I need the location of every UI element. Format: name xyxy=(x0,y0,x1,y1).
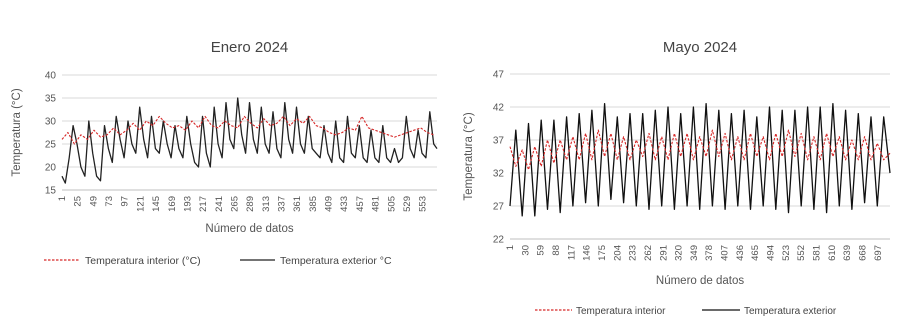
x-tick-label: 145 xyxy=(151,196,162,212)
y-tick-label: 20 xyxy=(45,163,57,174)
chart-title: Enero 2024 xyxy=(211,39,289,56)
x-tick-label: 265 xyxy=(229,196,240,212)
x-tick-label: 481 xyxy=(371,196,382,212)
x-tick-label: 610 xyxy=(827,245,838,261)
x-tick-label: 639 xyxy=(842,245,853,261)
legend-label: Temperatura interior (°C) xyxy=(85,255,201,267)
x-tick-label: 262 xyxy=(643,245,654,261)
x-tick-label: 552 xyxy=(796,245,807,261)
x-tick-label: 436 xyxy=(735,245,746,261)
x-tick-label: 457 xyxy=(355,196,366,212)
x-tick-label: 409 xyxy=(324,196,335,212)
x-tick-label: 505 xyxy=(386,196,397,212)
x-tick-label: 349 xyxy=(689,245,700,261)
x-axis-label: Número de datos xyxy=(205,223,293,235)
x-tick-label: 233 xyxy=(628,245,639,261)
x-tick-label: 59 xyxy=(536,245,547,256)
x-tick-label: 465 xyxy=(750,245,761,261)
chart-panel-enero: Enero 2024 15 20 25 30 35 40 1 25 49 73 97 121 145 169… xyxy=(11,39,438,267)
x-tick-label: 407 xyxy=(720,245,731,261)
x-tick-label: 313 xyxy=(261,196,272,212)
x-tick-label: 217 xyxy=(198,196,209,212)
y-tick-label: 25 xyxy=(45,140,57,151)
chart-title: Mayo 2024 xyxy=(663,39,737,56)
y-tick-label: 35 xyxy=(45,94,57,105)
x-tick-label: 241 xyxy=(214,196,225,212)
chart-mayo-svg: Mayo 2024 22 27 32 37 42 47 1 30 59 88 117 146 175 204… xyxy=(463,39,891,317)
x-tick-label: 320 xyxy=(674,245,685,261)
x-tick-label: 121 xyxy=(135,196,146,212)
x-tick-label: 175 xyxy=(597,245,608,261)
x-tick-label: 433 xyxy=(339,196,350,212)
y-tick-label: 15 xyxy=(45,186,57,197)
x-tick-label: 378 xyxy=(704,245,715,261)
y-tick-label: 27 xyxy=(493,202,505,213)
x-axis-label: Número de datos xyxy=(656,275,744,287)
y-tick-label: 40 xyxy=(45,71,57,82)
x-tick-label: 193 xyxy=(182,196,193,212)
x-tick-label: 553 xyxy=(418,196,429,212)
x-tick-label: 361 xyxy=(292,196,303,212)
x-tick-label: 385 xyxy=(308,196,319,212)
series-line-exterior xyxy=(61,97,438,184)
y-tick-label: 30 xyxy=(45,117,57,128)
x-tick-label: 25 xyxy=(73,196,84,207)
x-tick-label: 73 xyxy=(104,196,115,207)
series-line-interior xyxy=(61,115,434,145)
x-tick-label: 291 xyxy=(658,245,669,261)
x-tick-label: 529 xyxy=(402,196,413,212)
y-tick-label: 32 xyxy=(493,169,505,180)
legend-label: Temperatura interior xyxy=(576,306,666,317)
y-tick-label: 47 xyxy=(493,70,505,81)
x-tick-label: 1 xyxy=(57,196,68,201)
x-tick-label: 146 xyxy=(582,245,593,261)
series-line-exterior xyxy=(509,103,891,217)
x-tick-label: 169 xyxy=(167,196,178,212)
y-tick-label: 22 xyxy=(493,235,505,246)
chart-enero-svg: Enero 2024 15 20 25 30 35 40 1 25 49 73 97 121 145 169… xyxy=(11,39,438,267)
x-tick-label: 204 xyxy=(612,245,623,261)
x-tick-label: 117 xyxy=(566,245,577,260)
x-tick-label: 88 xyxy=(551,245,562,256)
x-tick-label: 30 xyxy=(520,245,531,256)
y-axis-label: Temperatura (°C) xyxy=(11,88,23,176)
x-tick-label: 289 xyxy=(245,196,256,212)
x-tick-label: 97 xyxy=(120,196,131,207)
series-line-interior xyxy=(509,129,891,171)
x-tick-label: 1 xyxy=(505,245,516,250)
x-tick-label: 337 xyxy=(277,196,288,212)
x-tick-label: 668 xyxy=(858,245,869,261)
legend-label: Temperatura exterior °C xyxy=(280,255,392,267)
legend-label: Temperatura exterior xyxy=(744,306,837,317)
x-tick-label: 697 xyxy=(873,245,884,261)
y-tick-label: 42 xyxy=(493,103,505,114)
x-tick-label: 523 xyxy=(781,245,792,261)
x-tick-label: 494 xyxy=(766,245,777,261)
y-axis-label: Temperatura (°C) xyxy=(463,112,475,200)
x-tick-label: 581 xyxy=(812,245,823,261)
x-tick-label: 49 xyxy=(88,196,99,207)
chart-panel-mayo: Mayo 2024 22 27 32 37 42 47 1 30 59 88 117 146 175 204… xyxy=(450,0,900,327)
y-tick-label: 37 xyxy=(493,136,505,147)
